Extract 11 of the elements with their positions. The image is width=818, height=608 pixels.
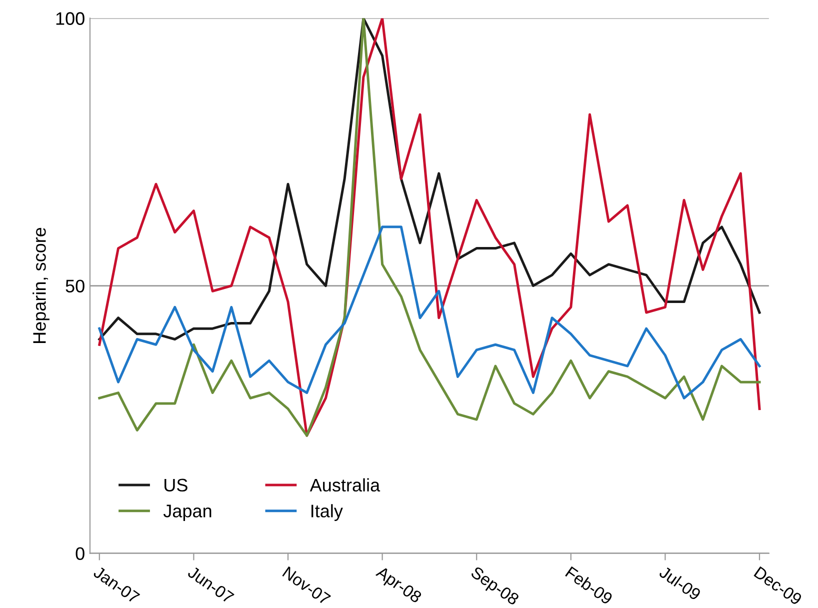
line-series: [98, 18, 761, 437]
y-tick-label: 50: [66, 280, 84, 292]
legend-label: Australia: [310, 478, 380, 492]
line-series: [98, 18, 761, 341]
legend-label: Italy: [312, 504, 343, 521]
y-axis-title: Heparin, score: [32, 228, 50, 343]
y-tick-label: 100: [56, 12, 84, 25]
legend-label: Japan: [163, 504, 212, 521]
y-tick-label: 0: [76, 547, 84, 560]
line-series: [98, 226, 761, 400]
legend-label: US: [164, 478, 188, 492]
